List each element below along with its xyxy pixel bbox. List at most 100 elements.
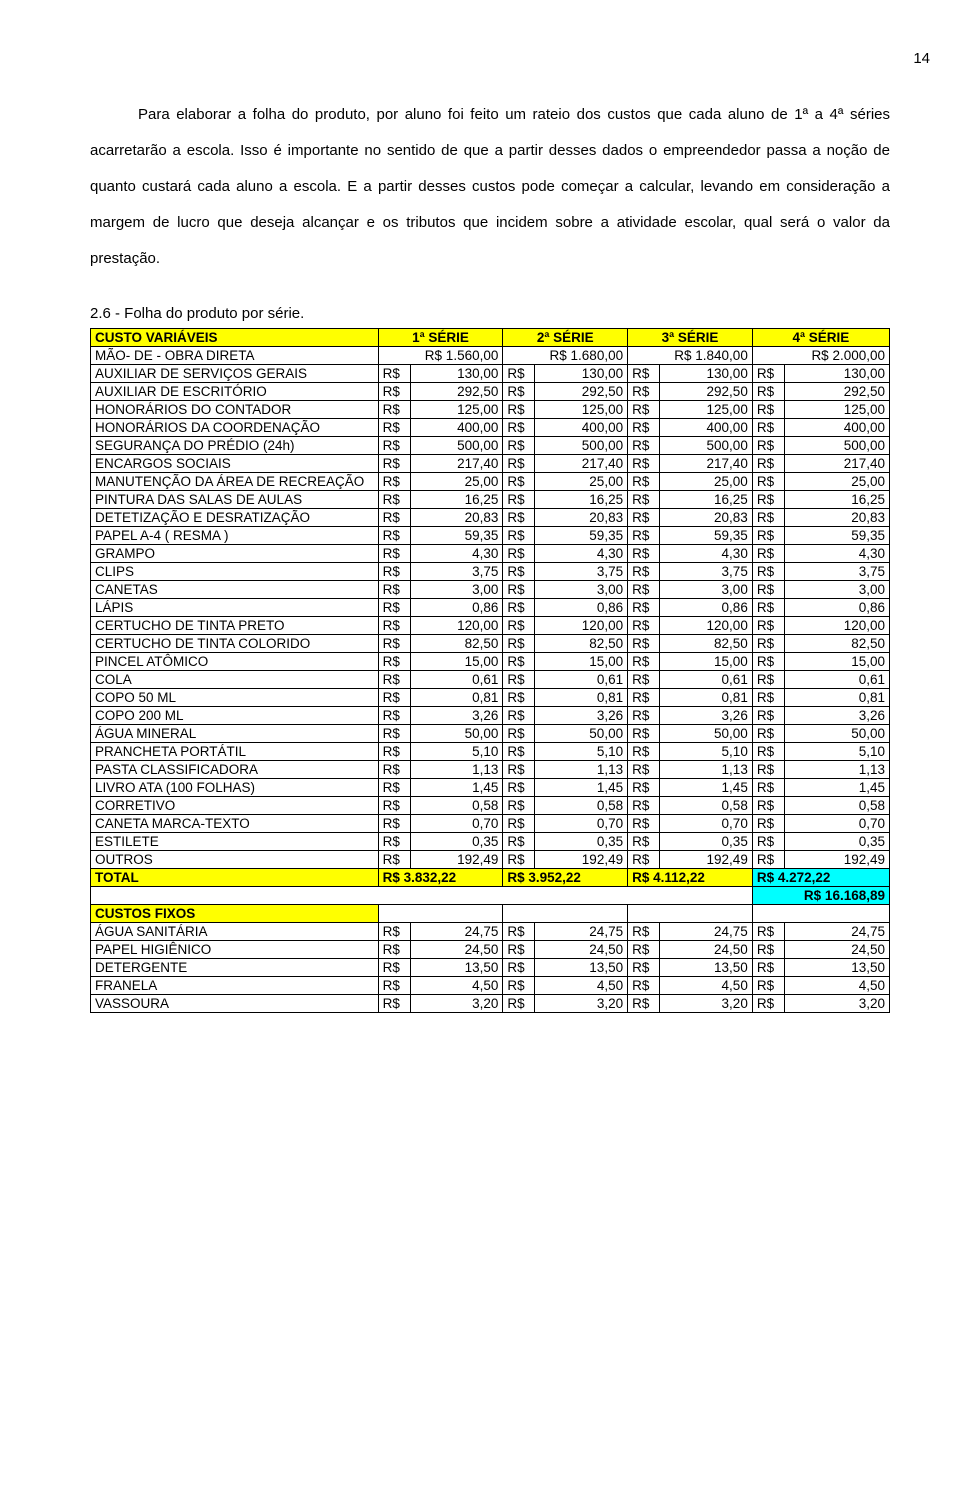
currency: R$ — [628, 563, 660, 581]
cell-value: 25,00 — [660, 473, 753, 491]
currency: R$ — [378, 671, 410, 689]
cell-value: 24,75 — [660, 923, 753, 941]
row-label: ESTILETE — [91, 833, 379, 851]
row-label: OUTROS — [91, 851, 379, 869]
cell-value: 50,00 — [784, 725, 889, 743]
currency: R$ — [752, 941, 784, 959]
currency: R$ — [378, 617, 410, 635]
currency: R$ — [628, 509, 660, 527]
cell-value: 24,75 — [410, 923, 503, 941]
cell-value: 0,58 — [784, 797, 889, 815]
currency: R$ — [378, 653, 410, 671]
currency: R$ — [628, 851, 660, 869]
cell-value: 0,58 — [660, 797, 753, 815]
cell-value: 24,50 — [660, 941, 753, 959]
row-label: HONORÁRIOS DA COORDENAÇÃO — [91, 419, 379, 437]
currency: R$ — [752, 455, 784, 473]
cell-value: 130,00 — [410, 365, 503, 383]
currency: R$ — [628, 527, 660, 545]
grand-total: R$ 16.168,89 — [752, 887, 889, 905]
currency: R$ — [378, 491, 410, 509]
currency: R$ — [752, 617, 784, 635]
cell-value: 0,81 — [784, 689, 889, 707]
currency: R$ — [752, 725, 784, 743]
currency: R$ — [503, 779, 535, 797]
currency: R$ — [628, 635, 660, 653]
cell-value: 1,45 — [784, 779, 889, 797]
row-label: PAPEL HIGIÊNICO — [91, 941, 379, 959]
cell-value: 400,00 — [410, 419, 503, 437]
currency: R$ — [752, 671, 784, 689]
cell-value: 3,20 — [784, 995, 889, 1013]
currency: R$ — [752, 545, 784, 563]
cell-value: 3,26 — [410, 707, 503, 725]
currency: R$ — [503, 725, 535, 743]
cell-value: 192,49 — [784, 851, 889, 869]
cell-value: 125,00 — [410, 401, 503, 419]
cell-value: 130,00 — [784, 365, 889, 383]
currency: R$ — [628, 581, 660, 599]
currency: R$ — [378, 959, 410, 977]
row-label: MANUTENÇÃO DA ÁREA DE RECREAÇÃO — [91, 473, 379, 491]
currency: R$ — [503, 941, 535, 959]
cell-value: 120,00 — [784, 617, 889, 635]
cell-value: R$ 2.000,00 — [752, 347, 889, 365]
cell-value: 120,00 — [535, 617, 628, 635]
cell-value: 20,83 — [784, 509, 889, 527]
row-label: CERTUCHO DE TINTA COLORIDO — [91, 635, 379, 653]
cell-value: 0,35 — [784, 833, 889, 851]
currency: R$ — [378, 725, 410, 743]
cell-value: 5,10 — [535, 743, 628, 761]
currency: R$ — [628, 653, 660, 671]
currency: R$ — [503, 653, 535, 671]
table-row: PINCEL ATÔMICOR$15,00R$15,00R$15,00R$15,… — [91, 653, 890, 671]
row-label: FRANELA — [91, 977, 379, 995]
table-row: PAPEL HIGIÊNICOR$24,50R$24,50R$24,50R$24… — [91, 941, 890, 959]
currency: R$ — [378, 509, 410, 527]
table-row: GRAMPOR$4,30R$4,30R$4,30R$4,30 — [91, 545, 890, 563]
cell-value: 1,45 — [410, 779, 503, 797]
currency: R$ — [503, 797, 535, 815]
cell-value: 1,13 — [410, 761, 503, 779]
total-row: TOTALR$ 3.832,22R$ 3.952,22R$ 4.112,22R$… — [91, 869, 890, 887]
currency: R$ — [378, 779, 410, 797]
currency: R$ — [503, 995, 535, 1013]
cell-value: 82,50 — [660, 635, 753, 653]
currency: R$ — [628, 725, 660, 743]
cell-value: 15,00 — [660, 653, 753, 671]
currency: R$ — [503, 815, 535, 833]
cell-value: 20,83 — [410, 509, 503, 527]
table-row: AUXILIAR DE ESCRITÓRIOR$292,50R$292,50R$… — [91, 383, 890, 401]
cell-value: 82,50 — [410, 635, 503, 653]
currency: R$ — [503, 635, 535, 653]
currency: R$ — [378, 437, 410, 455]
cell-value: 16,25 — [535, 491, 628, 509]
row-label: AUXILIAR DE SERVIÇOS GERAIS — [91, 365, 379, 383]
table-row: PAPEL A-4 ( RESMA )R$59,35R$59,35R$59,35… — [91, 527, 890, 545]
currency: R$ — [628, 419, 660, 437]
cell-value: 0,81 — [660, 689, 753, 707]
table-row: COLAR$0,61R$0,61R$0,61R$0,61 — [91, 671, 890, 689]
cell-value: 0,61 — [535, 671, 628, 689]
currency: R$ — [503, 977, 535, 995]
cell-value: 4,50 — [784, 977, 889, 995]
blank-cell — [91, 887, 753, 905]
currency: R$ — [378, 689, 410, 707]
currency: R$ — [503, 959, 535, 977]
cell-value: 13,50 — [784, 959, 889, 977]
cell-value: 0,86 — [660, 599, 753, 617]
header-serie-3: 3ª SÉRIE — [628, 329, 753, 347]
cell-value: 292,50 — [535, 383, 628, 401]
table-row: ENCARGOS SOCIAISR$217,40R$217,40R$217,40… — [91, 455, 890, 473]
cell-value: 50,00 — [410, 725, 503, 743]
cell-value: 0,81 — [410, 689, 503, 707]
header-variaveis: CUSTO VARIÁVEIS — [91, 329, 379, 347]
currency: R$ — [628, 365, 660, 383]
row-label: COPO 200 ML — [91, 707, 379, 725]
blank-cell — [378, 905, 503, 923]
cell-value: 217,40 — [784, 455, 889, 473]
row-label: PINCEL ATÔMICO — [91, 653, 379, 671]
currency: R$ — [378, 977, 410, 995]
cell-value: 3,00 — [784, 581, 889, 599]
cell-value: 1,13 — [784, 761, 889, 779]
